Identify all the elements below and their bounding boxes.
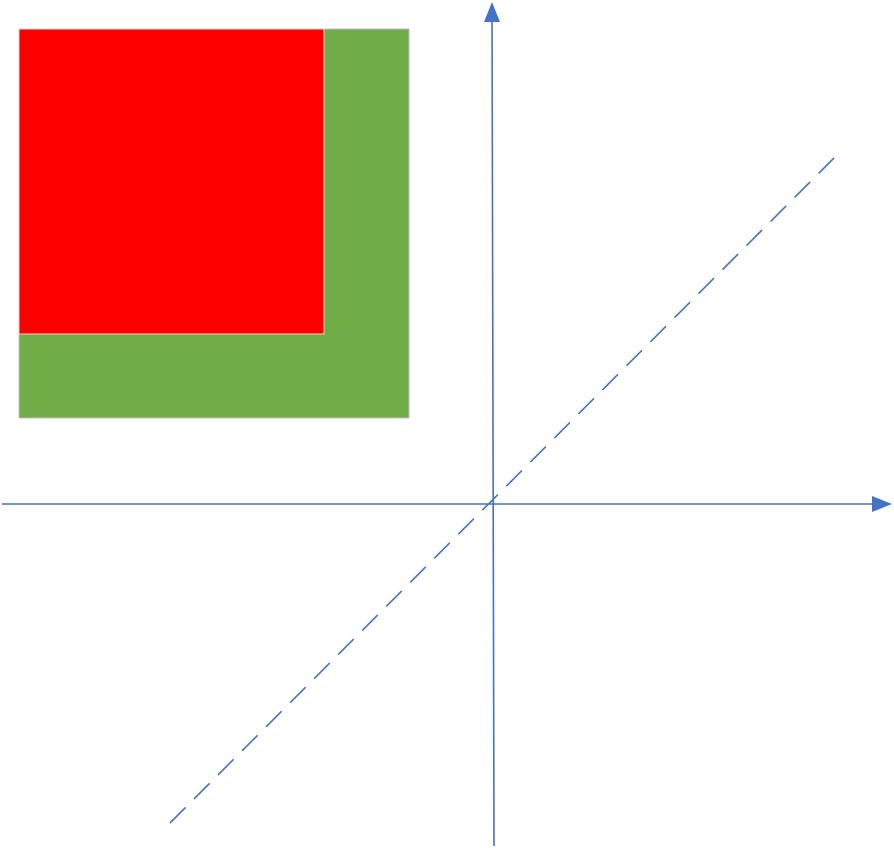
y-axis-arrow-icon <box>484 2 500 22</box>
inner-square <box>18 28 325 335</box>
diagonal-dashed-line <box>169 157 835 824</box>
y-axis <box>491 7 495 847</box>
x-axis-arrow-icon <box>872 496 892 512</box>
